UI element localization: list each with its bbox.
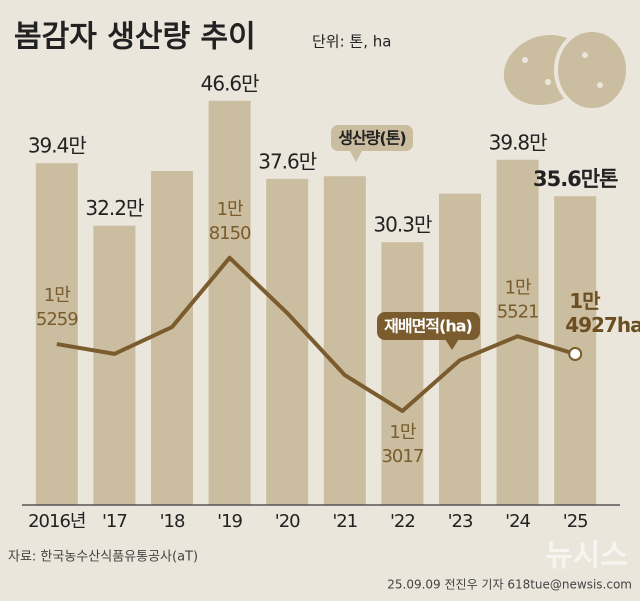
source: 자료: 한국농수산식품유통공사(aT) [8,550,198,565]
x-tick-label: '20 [275,511,300,532]
chart-title: 봄감자 생산량 추이 [14,20,256,55]
potato-icon [503,28,630,112]
bar [381,242,424,505]
x-tick-label: '23 [448,511,473,532]
x-tick-label: '17 [102,511,127,532]
legend-pointer [350,151,362,162]
line-value-label: 1만 5521 [497,277,539,322]
bar [151,171,193,505]
bar-value-label: 30.3만 [373,213,432,237]
legend-box [329,123,415,153]
line [56,255,576,414]
bar-value-label: 46.6만 [201,71,260,95]
x-tick-label: 2016년 [28,511,85,532]
x-tick-label: '21 [332,511,357,532]
bar-value-label: 35.6만톤 [533,167,618,191]
x-tick-label: '19 [217,511,242,532]
legend-label: 생산량(톤) [338,129,406,148]
bar-value-label: 32.2만 [85,196,144,220]
bar [35,163,78,505]
watermark: 뉴시스 [545,539,628,574]
x-tick-label: '25 [563,511,588,532]
line-value-label: 1만 4927ha [565,288,640,336]
bar [93,225,136,506]
x-tick-label: '18 [160,511,185,532]
bar-value-label: 37.6만 [258,149,317,173]
legend-label: 재배면적(ha) [384,317,472,336]
legend-box [377,312,480,340]
line-point [568,346,583,361]
line-value-label: 1만 3017 [381,422,423,467]
legend-pointer [445,339,459,350]
bar-value-label: 39.8만 [489,130,548,154]
credit: 25.09.09 전진우 기자 618tue@newsis.com [387,578,632,592]
bar [439,193,481,506]
x-tick-label: '24 [505,511,530,532]
bar [496,159,539,505]
bar [266,178,309,505]
x-tick-label: '22 [390,511,415,532]
legend-bar: 생산량(톤) [329,123,415,162]
line-value-label: 1만 5259 [36,285,78,330]
legend-line: 재배면적(ha) [377,312,480,350]
bar [323,176,366,505]
line-value-label: 1만 8150 [209,199,251,244]
unit-note: 단위: 톤, ha [312,33,391,51]
bar [208,100,251,505]
bar-value-label: 39.4만 [28,134,87,158]
